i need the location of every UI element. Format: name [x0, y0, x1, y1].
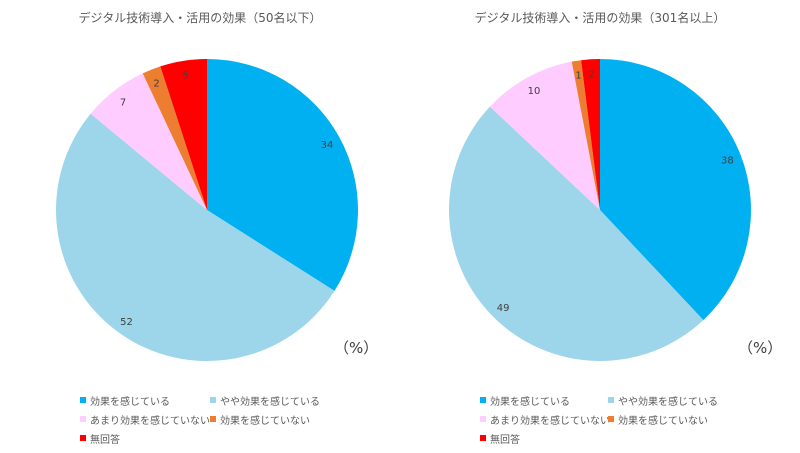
legend-swatch	[80, 435, 86, 441]
pie-chart: 34 52 7 2 5	[56, 59, 358, 361]
legend-item: やや効果を感じている	[210, 393, 320, 408]
legend-item: 効果を感じている	[80, 393, 170, 408]
unit-label: （%）	[738, 339, 783, 357]
chart-panel-right: デジタル技術導入・活用の効果（301名以上） 38 49 10 1 2 （%） 効果を感…	[400, 0, 800, 450]
pie-slice	[90, 73, 207, 210]
legend-item: やや効果を感じている	[608, 393, 718, 408]
pie-slice	[489, 61, 600, 211]
legend-label: 効果を感じている	[490, 396, 570, 408]
unit-label: （%）	[334, 339, 379, 357]
data-label: 34	[321, 140, 334, 151]
legend-label: 無回答	[490, 434, 520, 446]
legend-item: 無回答	[80, 431, 120, 446]
chart-title: デジタル技術導入・活用の効果（50名以下）	[78, 11, 322, 25]
pie-slice	[571, 60, 600, 211]
legend-label: 効果を感じていない	[618, 415, 708, 427]
legend-label: やや効果を感じている	[220, 396, 320, 408]
data-label: 38	[721, 156, 734, 167]
legend-swatch	[210, 416, 216, 422]
legend-item: あまり効果を感じていない	[480, 412, 610, 427]
legend-swatch	[80, 397, 86, 403]
legend-swatch	[480, 435, 486, 441]
pie-slice	[56, 113, 335, 361]
legend-item: 効果を感じていない	[210, 412, 310, 427]
data-label: 49	[497, 303, 510, 314]
data-label: 10	[528, 86, 541, 97]
legend-label: やや効果を感じている	[618, 396, 718, 408]
legend-swatch	[608, 416, 614, 422]
data-label: 2	[588, 69, 594, 80]
legend-item: あまり効果を感じていない	[80, 412, 210, 427]
legend: 効果を感じている やや効果を感じている あまり効果を感じていない 効果を感じてい…	[480, 393, 800, 453]
data-label: 52	[120, 317, 133, 328]
legend-label: 効果を感じている	[90, 396, 170, 408]
legend-label: 効果を感じていない	[220, 415, 310, 427]
pie-slice	[207, 59, 358, 291]
pie-slice	[581, 59, 600, 210]
chart-title: デジタル技術導入・活用の効果（301名以上）	[474, 11, 726, 25]
legend-swatch	[608, 397, 614, 403]
legend-swatch	[480, 416, 486, 422]
pie-slice	[600, 59, 751, 321]
legend-label: あまり効果を感じていない	[490, 415, 610, 427]
legend-swatch	[80, 416, 86, 422]
legend-item: 効果を感じている	[480, 393, 570, 408]
legend-swatch	[480, 397, 486, 403]
legend-label: 無回答	[90, 434, 120, 446]
legend-item: 無回答	[480, 431, 520, 446]
pie-slice	[448, 106, 704, 362]
legend: 効果を感じている やや効果を感じている あまり効果を感じていない 効果を感じてい…	[80, 393, 400, 453]
data-label: 7	[120, 98, 126, 109]
data-label: 5	[182, 71, 188, 82]
legend-label: あまり効果を感じていない	[90, 415, 210, 427]
legend-swatch	[210, 397, 216, 403]
data-label: 1	[575, 71, 581, 82]
data-label: 2	[153, 79, 159, 90]
pie-slice	[160, 59, 207, 210]
legend-item: 効果を感じていない	[608, 412, 708, 427]
pie-slice	[142, 66, 207, 210]
chart-panel-left: デジタル技術導入・活用の効果（50名以下） 34 52 7 2 5 （%） 効果を感じて…	[0, 0, 400, 450]
pie-chart: 38 49 10 1 2	[448, 59, 751, 362]
